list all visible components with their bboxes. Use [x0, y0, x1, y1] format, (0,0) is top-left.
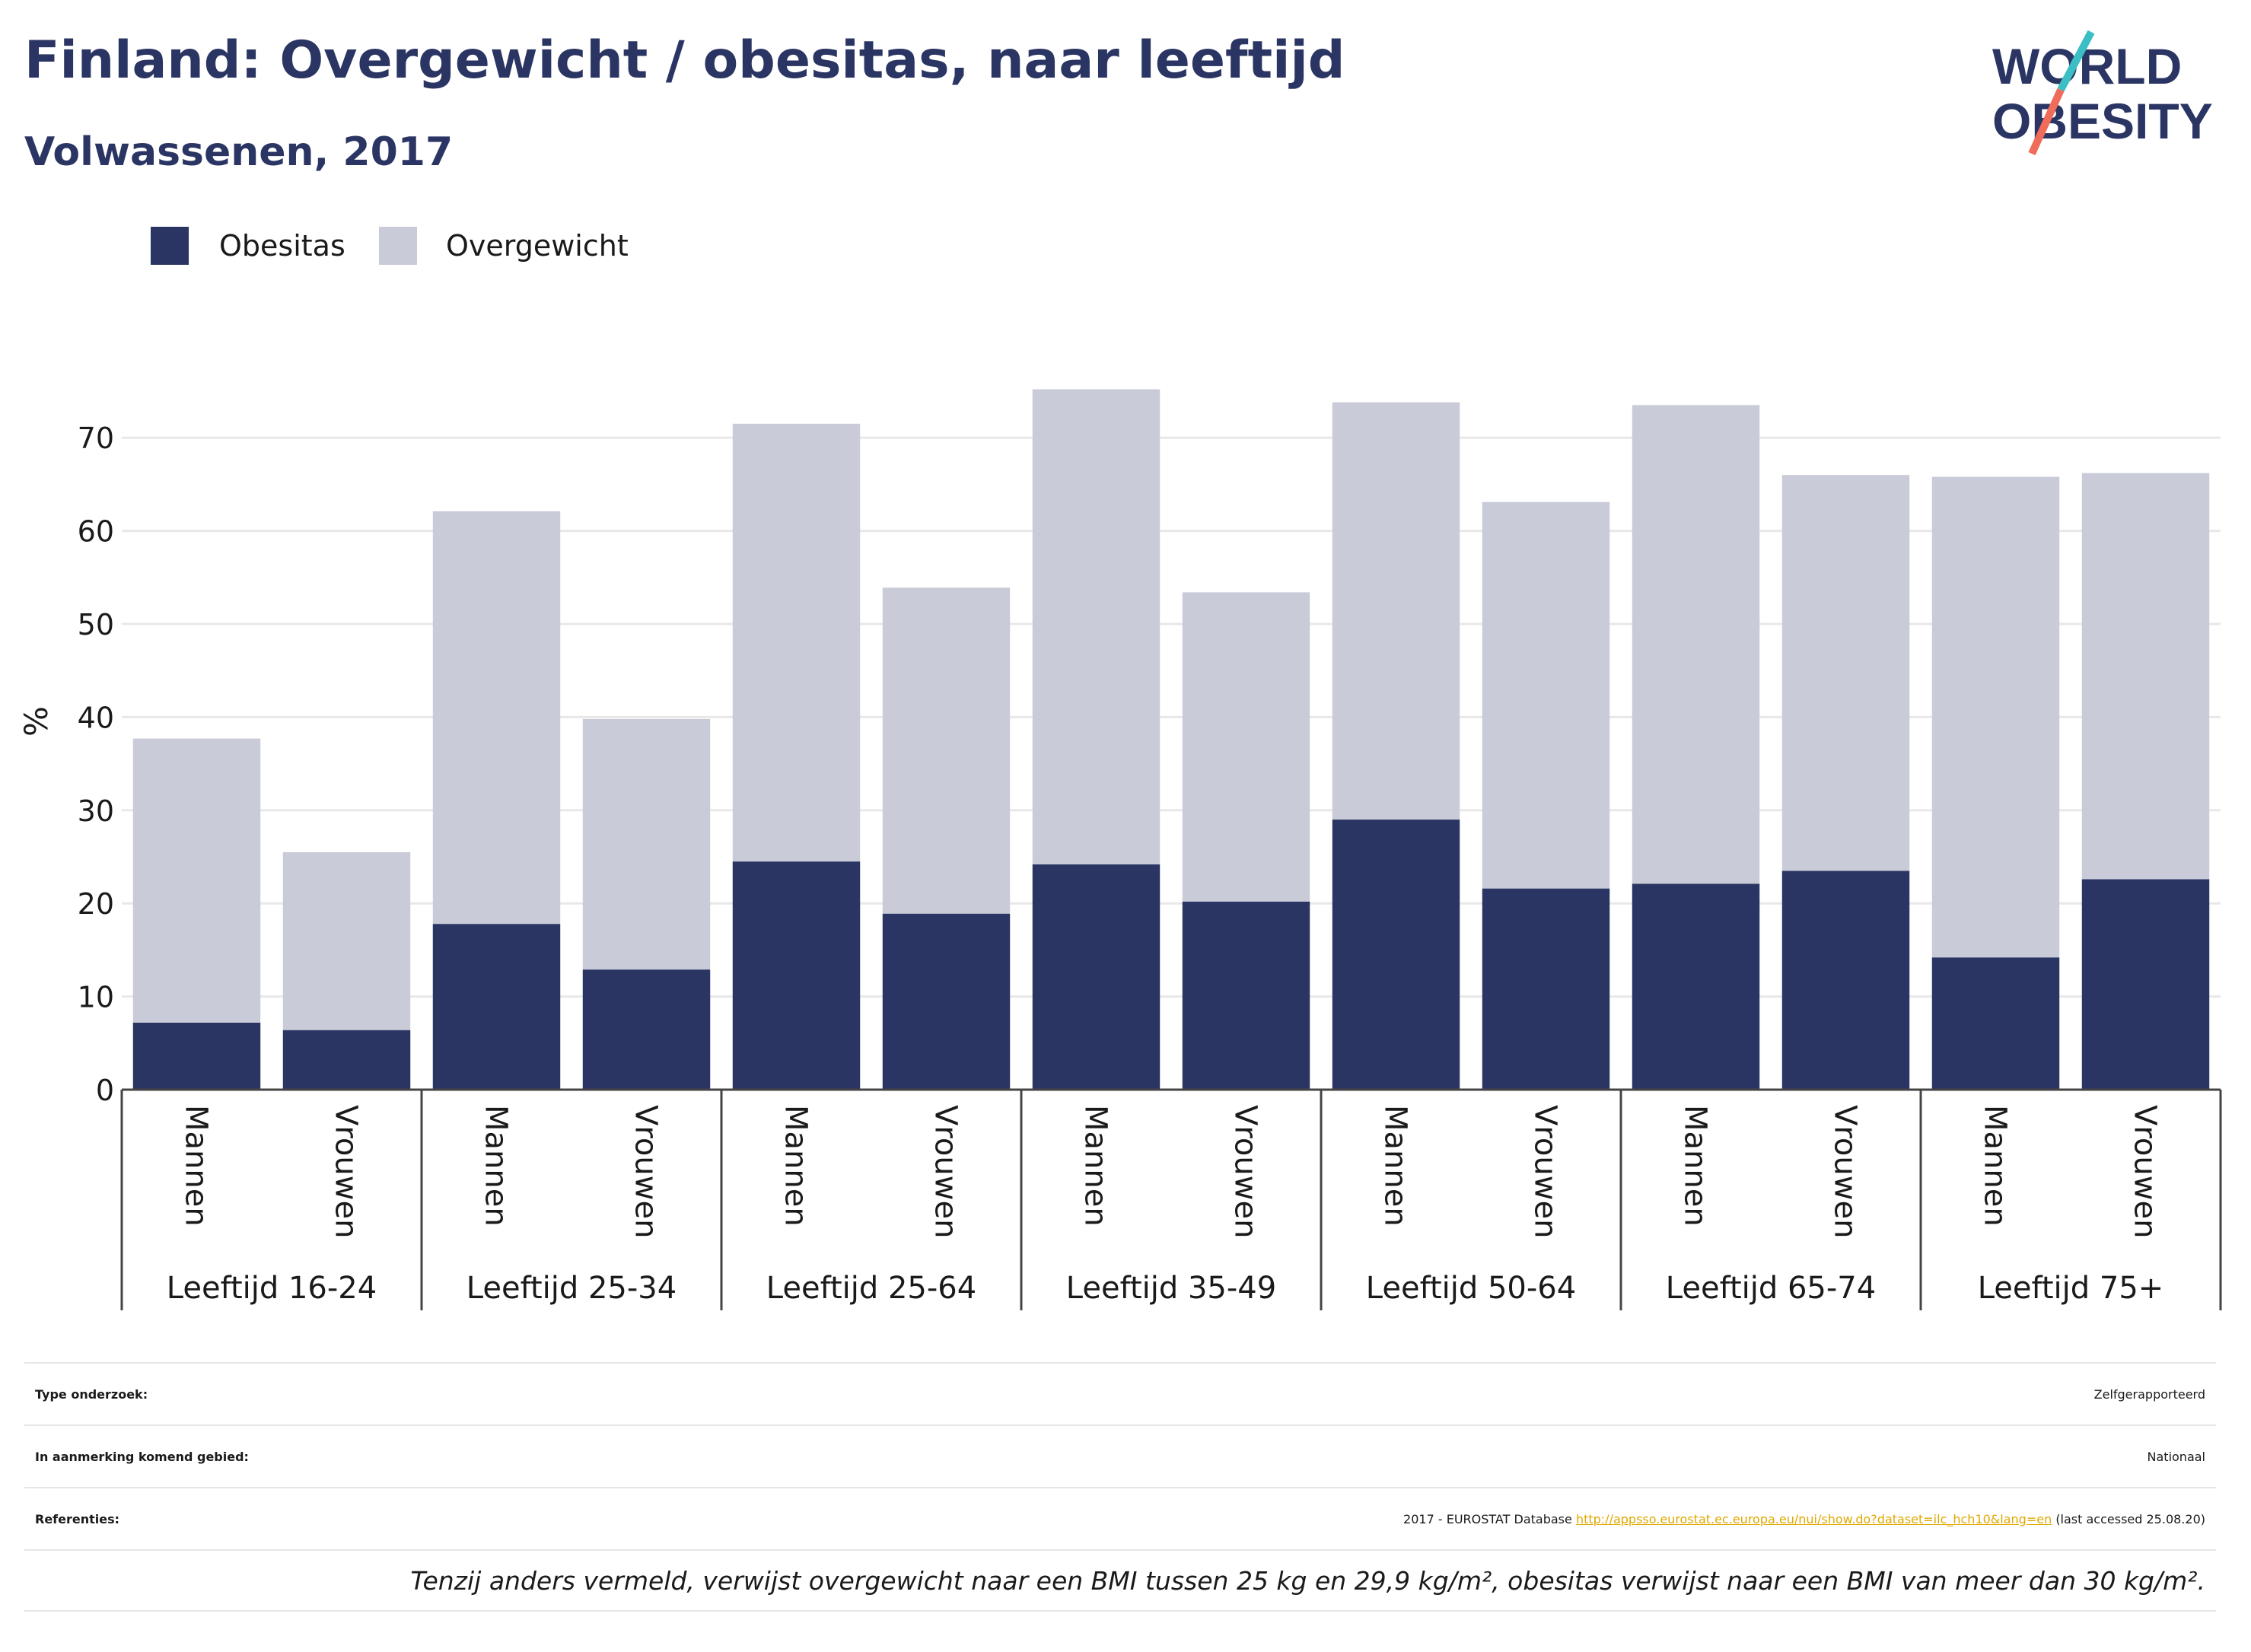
bar-obesitas-2: [432, 924, 561, 1090]
x-tick-label-mannen-2: Mannen: [479, 1105, 514, 1227]
group-label-2: Leeftijd 25-64: [766, 1271, 976, 1306]
x-tick-label-mannen-8: Mannen: [1378, 1105, 1413, 1227]
world-obesity-logo: WORLD OBESITY: [1992, 30, 2213, 156]
bar-overgewicht-6: [1032, 389, 1161, 864]
legend-swatch-obesitas: [151, 227, 189, 265]
bar-obesitas-4: [732, 861, 861, 1090]
x-tick-label-vrouwen-13: Vrouwen: [2128, 1105, 2163, 1238]
bar-overgewicht-12: [1931, 476, 2060, 958]
bars: [132, 389, 2210, 1090]
bar-obesitas-3: [582, 969, 711, 1090]
chart-title: Finland: Overgewicht / obesitas, naar le…: [24, 30, 1345, 91]
bar-overgewicht-10: [1632, 405, 1760, 884]
y-axis: 0 10 20 30 40 50 60 70: [78, 422, 114, 1107]
info-value-references: 2017 - EUROSTAT Database http://appsso.e…: [1403, 1512, 2205, 1526]
bar-overgewicht-9: [1482, 501, 1610, 889]
bar-obesitas-13: [2081, 879, 2210, 1090]
bar-obesitas-8: [1332, 820, 1460, 1090]
info-label-area: In aanmerking komend gebied:: [35, 1449, 249, 1464]
x-tick-label-mannen-4: Mannen: [778, 1105, 813, 1227]
bar-overgewicht-13: [2081, 473, 2210, 880]
legend: Obesitas Overgewicht: [151, 227, 629, 265]
x-tick-label-mannen-0: Mannen: [179, 1105, 214, 1227]
legend-swatch-overgewicht: [379, 227, 417, 265]
y-tick-label-40: 40: [78, 701, 114, 734]
bar-overgewicht-0: [132, 738, 261, 1023]
group-label-4: Leeftijd 50-64: [1366, 1271, 1576, 1306]
x-tick-label-mannen-12: Mannen: [1978, 1105, 2013, 1227]
y-tick-label-10: 10: [78, 981, 114, 1014]
bar-obesitas-6: [1032, 864, 1161, 1090]
info-label-type: Type onderzoek:: [35, 1386, 148, 1402]
bar-obesitas-11: [1781, 871, 1910, 1090]
group-label-6: Leeftijd 75+: [1978, 1271, 2164, 1306]
stacked-bar-chart: Obesitas Overgewicht 0 10 20 30 40 50 60 70 % M…: [18, 227, 2222, 1310]
info-row-references: Referenties: 2017 - EUROSTAT Database ht…: [24, 1487, 2216, 1549]
group-label-3: Leeftijd 35-49: [1066, 1271, 1276, 1306]
bar-obesitas-0: [132, 1022, 261, 1090]
info-value-area: Nationaal: [2147, 1449, 2205, 1464]
legend-label-overgewicht: Overgewicht: [446, 229, 629, 263]
bar-overgewicht-3: [582, 718, 711, 970]
bar-obesitas-9: [1482, 888, 1610, 1090]
info-row-area: In aanmerking komend gebied: Nationaal: [24, 1424, 2216, 1487]
x-tick-label-mannen-6: Mannen: [1078, 1105, 1113, 1227]
y-tick-label-30: 30: [78, 794, 114, 828]
logo-slash-coral: [2028, 88, 2065, 156]
reference-suffix: (last accessed 25.08.20): [2055, 1511, 2205, 1526]
group-label-0: Leeftijd 16-24: [167, 1271, 377, 1306]
bar-overgewicht-11: [1781, 475, 1910, 871]
bar-overgewicht-5: [882, 587, 1011, 914]
chart-subtitle: Volwassenen, 2017: [24, 129, 454, 175]
x-tick-label-vrouwen-11: Vrouwen: [1828, 1105, 1863, 1238]
y-tick-label-0: 0: [96, 1074, 114, 1107]
bar-obesitas-12: [1931, 957, 2060, 1090]
bar-obesitas-1: [282, 1030, 411, 1090]
footnote: Tenzij anders vermeld, verwijst overgewi…: [24, 1549, 2216, 1612]
logo-slash-teal: [2057, 30, 2095, 92]
bar-obesitas-5: [882, 913, 1011, 1090]
group-label-5: Leeftijd 65-74: [1666, 1271, 1876, 1306]
y-tick-label-70: 70: [78, 422, 114, 455]
x-tick-label-vrouwen-7: Vrouwen: [1228, 1105, 1263, 1238]
x-tick-label-vrouwen-3: Vrouwen: [629, 1105, 664, 1238]
reference-prefix: 2017 - EUROSTAT Database: [1403, 1511, 1572, 1526]
y-tick-label-20: 20: [78, 887, 114, 921]
bar-obesitas-7: [1182, 901, 1310, 1090]
y-tick-label-50: 50: [78, 608, 114, 641]
logo-word-obesity: OBESITY: [1992, 93, 2213, 149]
x-tick-label-vrouwen-1: Vrouwen: [329, 1105, 364, 1238]
x-tick-label-mannen-10: Mannen: [1678, 1105, 1713, 1227]
x-axis: Mannen Vrouwen Mannen Vrouwen Mannen Vrouwen M…: [120, 1088, 2222, 1310]
legend-label-obesitas: Obesitas: [219, 229, 345, 263]
bar-overgewicht-4: [732, 423, 861, 862]
bar-overgewicht-8: [1332, 402, 1460, 820]
info-label-references: Referenties:: [35, 1511, 120, 1526]
x-tick-label-vrouwen-5: Vrouwen: [928, 1105, 963, 1238]
info-value-type: Zelfgerapporteerd: [2093, 1386, 2205, 1402]
bar-overgewicht-1: [282, 851, 411, 1030]
bar-obesitas-10: [1632, 883, 1760, 1090]
y-axis-label: %: [18, 706, 55, 737]
x-tick-label-vrouwen-9: Vrouwen: [1528, 1105, 1563, 1238]
info-row-type: Type onderzoek: Zelfgerapporteerd: [24, 1362, 2216, 1424]
reference-link[interactable]: http://appsso.eurostat.ec.europa.eu/nui/…: [1575, 1511, 2052, 1526]
bar-overgewicht-2: [432, 511, 561, 925]
y-tick-label-60: 60: [78, 515, 114, 549]
bar-overgewicht-7: [1182, 592, 1310, 902]
group-label-1: Leeftijd 25-34: [466, 1271, 677, 1306]
